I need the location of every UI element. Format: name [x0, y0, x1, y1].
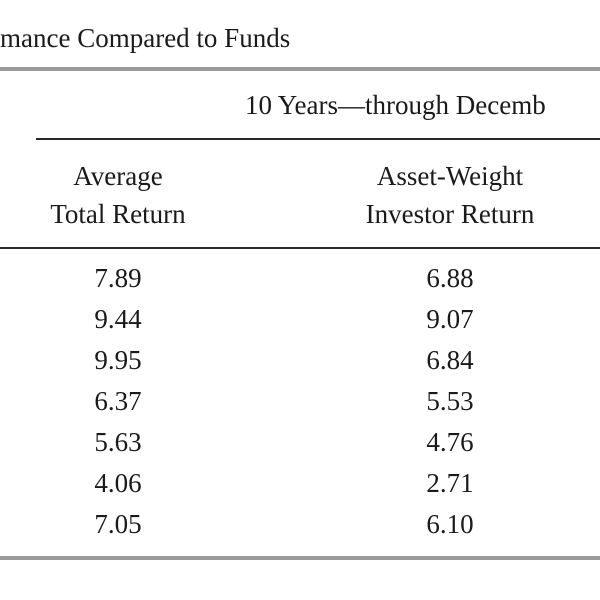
table-cell: 9.95: [94, 345, 142, 375]
table-cell: 6.37: [94, 386, 142, 416]
table-cell: 9.44: [94, 304, 142, 334]
table-cell: 4.06: [94, 468, 142, 498]
bottom-rule: [0, 556, 600, 560]
table-cell: 7.89: [94, 263, 142, 293]
column-group-header: 10 Years—through Decemb: [245, 90, 546, 120]
table-cell: 6.88: [426, 263, 474, 293]
top-rule: [0, 67, 600, 71]
table-cell: 2.71: [426, 468, 474, 498]
column-header-line: Investor Return: [365, 199, 535, 229]
table-title: mance Compared to Funds: [0, 23, 291, 53]
table-cell: 5.53: [426, 386, 474, 416]
column-header-asset-weight-investor-return: Asset-Weight Investor Return: [330, 157, 570, 233]
header-rule: [0, 247, 600, 249]
column-header-line: Asset-Weight: [376, 161, 524, 191]
table-cell: 5.63: [94, 427, 142, 457]
column-header-average-total-return: Average Total Return: [18, 157, 218, 233]
table-cell: 9.07: [426, 304, 474, 334]
table-cell: 6.84: [426, 345, 474, 375]
table-cell: 7.05: [94, 509, 142, 539]
table-cell: 6.10: [426, 509, 474, 539]
column-asset-weight-investor-return: 6.88 9.07 6.84 5.53 4.76 2.71 6.10: [330, 258, 570, 545]
table-cell: 4.76: [426, 427, 474, 457]
column-header-line: Total Return: [50, 199, 186, 229]
column-average-total-return: 7.89 9.44 9.95 6.37 5.63 4.06 7.05: [18, 258, 218, 545]
group-header-rule: [36, 138, 600, 140]
column-header-line: Average: [73, 161, 163, 191]
